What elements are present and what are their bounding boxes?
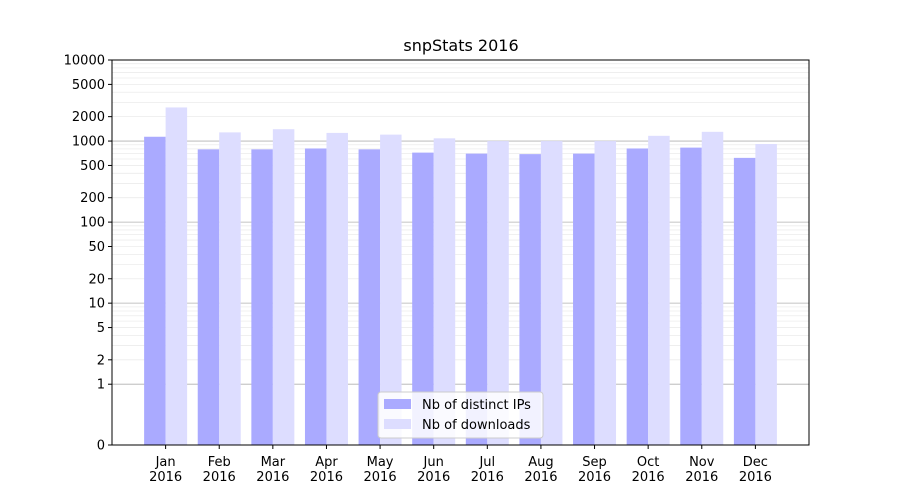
legend-label: Nb of downloads bbox=[422, 418, 531, 433]
legend-swatch bbox=[384, 419, 411, 429]
y-tick-label: 100 bbox=[80, 216, 105, 231]
x-tick-label: Jan 2016 bbox=[149, 455, 182, 485]
bar-downloads bbox=[701, 131, 724, 445]
x-tick-label: Aug 2016 bbox=[524, 455, 557, 485]
bar-distinct-ips bbox=[412, 152, 434, 445]
bar-distinct-ips bbox=[680, 147, 702, 445]
bar-downloads bbox=[487, 141, 509, 446]
y-tick-label: 200 bbox=[80, 191, 105, 206]
legend-swatch bbox=[384, 399, 411, 409]
bar-distinct-ips bbox=[465, 153, 488, 445]
bar-downloads bbox=[380, 134, 402, 446]
x-tick-label: Nov 2016 bbox=[685, 455, 718, 485]
y-tick-label: 10000 bbox=[64, 54, 105, 69]
bar-downloads bbox=[594, 141, 617, 446]
legend-label: Nb of distinct IPs bbox=[422, 398, 531, 413]
bar-downloads bbox=[648, 135, 670, 446]
y-tick-label: 10 bbox=[88, 297, 105, 312]
y-tick-label: 20 bbox=[88, 272, 105, 287]
bar-distinct-ips bbox=[197, 149, 220, 445]
bar-distinct-ips bbox=[304, 148, 327, 446]
chart-title: snpStats 2016 bbox=[403, 36, 518, 55]
y-tick-label: 500 bbox=[80, 159, 105, 174]
x-tick-label: Oct 2016 bbox=[632, 455, 665, 485]
x-tick-label: Apr 2016 bbox=[310, 455, 343, 485]
y-tick-label: 1 bbox=[97, 378, 105, 393]
bar-downloads bbox=[755, 143, 777, 445]
y-tick-label: 1000 bbox=[72, 135, 105, 150]
y-tick-label: 5000 bbox=[72, 78, 105, 93]
bar-distinct-ips bbox=[251, 149, 273, 445]
bar-downloads bbox=[540, 141, 563, 446]
bar-downloads bbox=[272, 129, 295, 446]
x-tick-label: Jun 2016 bbox=[417, 455, 450, 485]
legend-box bbox=[377, 391, 544, 439]
x-tick-label: Sep 2016 bbox=[578, 455, 611, 485]
bar-distinct-ips bbox=[626, 148, 649, 446]
bar-downloads bbox=[219, 132, 241, 445]
bar-downloads bbox=[326, 132, 348, 445]
x-tick-label: Mar 2016 bbox=[256, 455, 289, 485]
y-tick-label: 50 bbox=[88, 240, 105, 255]
x-tick-label: May 2016 bbox=[364, 455, 397, 485]
bar-distinct-ips bbox=[573, 153, 595, 445]
bar-distinct-ips bbox=[144, 136, 166, 445]
bar-distinct-ips bbox=[733, 157, 756, 446]
bar-downloads bbox=[433, 138, 456, 445]
bar-distinct-ips bbox=[358, 149, 381, 445]
bar-distinct-ips bbox=[519, 154, 541, 446]
x-tick-label: Dec 2016 bbox=[739, 455, 772, 485]
y-axis: 0 1 2 5 10 20 50 100 200 500 1000 2000 5000 10000 bbox=[64, 54, 112, 454]
legend: Nb of distinct IPs Nb of downloads bbox=[377, 391, 544, 439]
y-tick-label: 5 bbox=[97, 321, 105, 336]
x-tick-label: Jul 2016 bbox=[471, 455, 504, 485]
y-tick-label: 2000 bbox=[72, 110, 105, 125]
bar-downloads bbox=[165, 107, 188, 446]
bars bbox=[144, 107, 777, 446]
y-tick-label: 2 bbox=[97, 353, 105, 368]
x-tick-label: Feb 2016 bbox=[203, 455, 236, 485]
x-axis: Jan 2016 Feb 2016 Mar 2016 Apr 2016 May 2016 Jun 20… bbox=[149, 445, 772, 485]
y-tick-label: 0 bbox=[97, 439, 105, 454]
plot-frame bbox=[111, 59, 810, 446]
